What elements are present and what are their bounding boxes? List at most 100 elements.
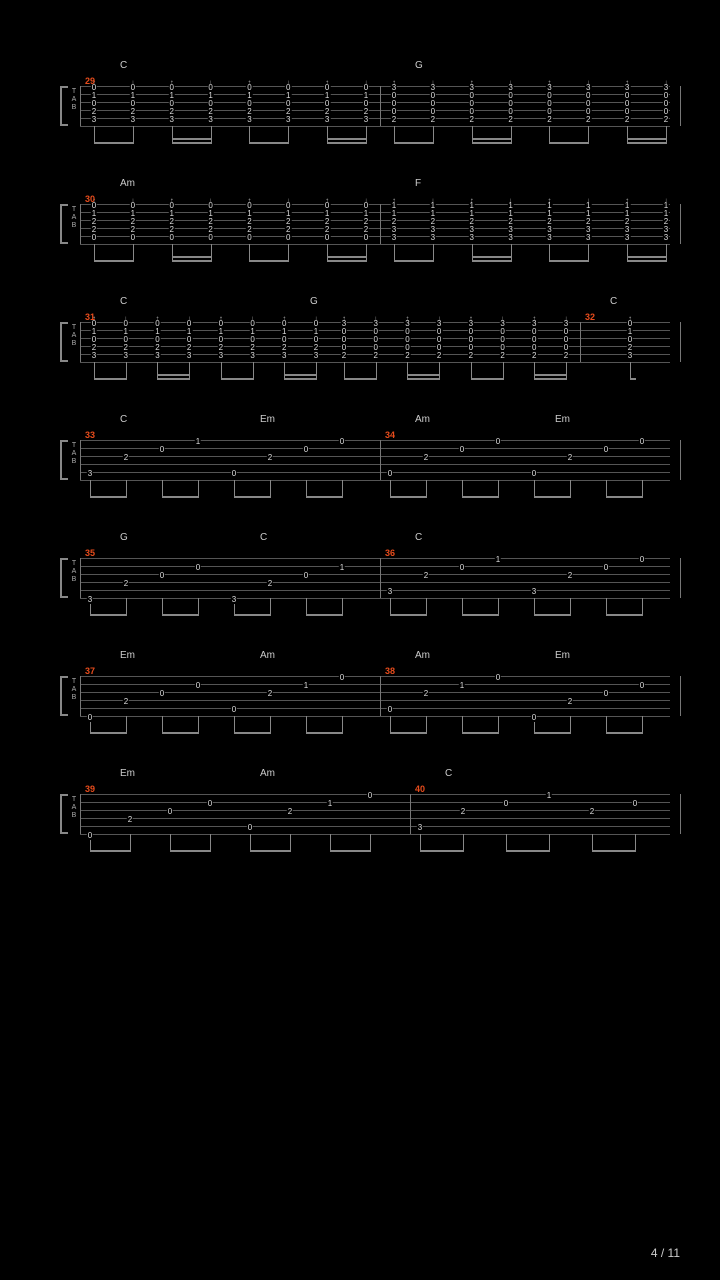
fret-number: 3	[507, 234, 513, 242]
bar-number: 29	[85, 76, 95, 86]
fret-number: 3	[387, 588, 393, 596]
fret-number: 0	[167, 808, 173, 816]
fret-number: 3	[207, 116, 213, 124]
chord-label: C	[120, 296, 127, 307]
bar-number: 39	[85, 784, 95, 794]
fret-number: 1	[195, 438, 201, 446]
fret-number: 2	[567, 572, 573, 580]
fret-number: 3	[91, 116, 97, 124]
bar-number: 40	[415, 784, 425, 794]
fret-number: 3	[168, 116, 174, 124]
fret-number: 0	[339, 438, 345, 446]
fret-number: 3	[624, 234, 630, 242]
chord-label: G	[415, 60, 423, 71]
fret-number: 3	[87, 470, 93, 478]
fret-number: 2	[531, 352, 537, 360]
fret-number: 0	[231, 706, 237, 714]
fret-number: 2	[423, 572, 429, 580]
chord-label: Am	[260, 768, 275, 779]
fret-number: 0	[503, 800, 509, 808]
fret-number: 3	[627, 352, 633, 360]
fret-number: 0	[130, 234, 136, 242]
fret-number: 0	[531, 470, 537, 478]
fret-number: 0	[387, 470, 393, 478]
fret-number: 0	[495, 674, 501, 682]
fret-number: 3	[363, 116, 369, 124]
bar-number: 33	[85, 430, 95, 440]
fret-number: 1	[303, 682, 309, 690]
fret-number: 0	[632, 800, 638, 808]
fret-number: 3	[468, 234, 474, 242]
fret-number: 1	[546, 792, 552, 800]
fret-number: 2	[404, 352, 410, 360]
tab-system: CGCTAB3132↑01023↓01023↑01023↓01023↑01023…	[50, 296, 670, 372]
fret-number: 2	[430, 116, 436, 124]
chord-label: G	[310, 296, 318, 307]
fret-number: 2	[460, 808, 466, 816]
fret-number: 3	[249, 352, 255, 360]
fret-number: 0	[159, 572, 165, 580]
chord-label: C	[120, 414, 127, 425]
tab-staff: TAB35363200320132013200	[80, 548, 670, 608]
bar-number: 38	[385, 666, 395, 676]
fret-number: 0	[91, 234, 97, 242]
bar-number: 35	[85, 548, 95, 558]
fret-number: 3	[324, 116, 330, 124]
fret-number: 0	[363, 234, 369, 242]
fret-number: 2	[267, 690, 273, 698]
fret-number: 3	[430, 234, 436, 242]
fret-number: 0	[603, 446, 609, 454]
chord-label: Em	[120, 768, 135, 779]
chord-label: F	[415, 178, 421, 189]
fret-number: 2	[123, 454, 129, 462]
chord-label: C	[415, 532, 422, 543]
fret-number: 2	[507, 116, 513, 124]
fret-number: 2	[546, 116, 552, 124]
fret-number: 0	[231, 470, 237, 478]
fret-number: 0	[168, 234, 174, 242]
bar-number: 36	[385, 548, 395, 558]
fret-number: 0	[247, 824, 253, 832]
tab-clef: TAB	[70, 796, 78, 820]
tab-staff: TAB29↑01023↓01023↑01023↓01023↑01023↓0102…	[80, 76, 670, 136]
bar-number: 31	[85, 312, 95, 322]
fret-number: 0	[603, 690, 609, 698]
chord-label: Am	[260, 650, 275, 661]
fret-number: 1	[339, 564, 345, 572]
fret-number: 3	[87, 596, 93, 604]
fret-number: 0	[639, 682, 645, 690]
fret-number: 0	[339, 674, 345, 682]
fret-number: 0	[459, 446, 465, 454]
tab-clef: TAB	[70, 206, 78, 230]
fret-number: 3	[231, 596, 237, 604]
tab-clef: TAB	[70, 324, 78, 348]
fret-number: 3	[186, 352, 192, 360]
fret-number: 2	[585, 116, 591, 124]
tab-staff: TAB33343201020002000200	[80, 430, 670, 490]
fret-number: 0	[459, 564, 465, 572]
fret-number: 0	[303, 572, 309, 580]
chord-label: Am	[415, 650, 430, 661]
fret-number: 3	[663, 234, 669, 242]
fret-number: 2	[267, 454, 273, 462]
fret-number: 2	[372, 352, 378, 360]
fret-number: 2	[287, 808, 293, 816]
fret-number: 2	[567, 698, 573, 706]
fret-number: 2	[123, 580, 129, 588]
fret-number: 0	[87, 714, 93, 722]
tab-system: EmAmAmEmTAB37380200021002100200	[50, 650, 670, 726]
fret-number: 3	[246, 116, 252, 124]
chord-label: Em	[260, 414, 275, 425]
fret-number: 2	[468, 116, 474, 124]
fret-number: 2	[391, 116, 397, 124]
tab-staff: TAB394002000210320120	[80, 784, 670, 844]
bar-number: 32	[585, 312, 595, 322]
fret-number: 0	[639, 556, 645, 564]
fret-number: 0	[639, 438, 645, 446]
bar-number: 37	[85, 666, 95, 676]
fret-number: 0	[159, 446, 165, 454]
fret-number: 2	[624, 116, 630, 124]
fret-number: 0	[87, 832, 93, 840]
fret-number: 0	[207, 800, 213, 808]
fret-number: 0	[159, 690, 165, 698]
